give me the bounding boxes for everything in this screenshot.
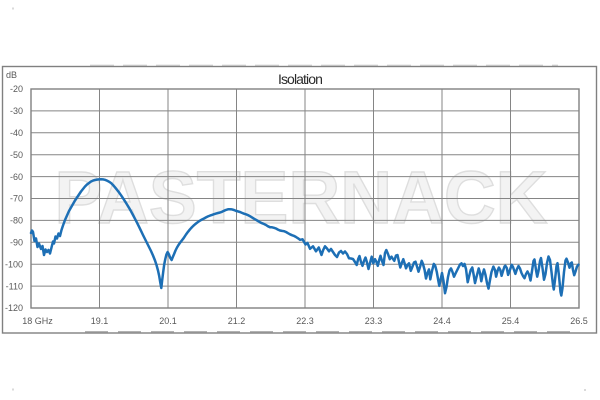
svg-text:-70: -70 xyxy=(10,194,23,204)
svg-text:-40: -40 xyxy=(10,128,23,138)
svg-text:-90: -90 xyxy=(10,238,23,248)
svg-text:Isolation: Isolation xyxy=(278,71,322,87)
svg-text:-120: -120 xyxy=(5,303,23,313)
svg-text:-20: -20 xyxy=(10,84,23,94)
svg-text:18 GHz: 18 GHz xyxy=(22,316,53,326)
svg-text:dB: dB xyxy=(6,70,17,80)
svg-text:19.1: 19.1 xyxy=(91,316,109,326)
svg-text:-110: -110 xyxy=(6,281,23,291)
svg-text:25.4: 25.4 xyxy=(502,316,520,326)
svg-text:-30: -30 xyxy=(10,106,23,116)
svg-text:26.5: 26.5 xyxy=(570,316,588,326)
svg-text:21.2: 21.2 xyxy=(228,316,246,326)
svg-text:-60: -60 xyxy=(10,172,23,182)
svg-text:20.1: 20.1 xyxy=(159,316,177,326)
svg-text:PASTERNACK: PASTERNACK xyxy=(55,156,548,239)
svg-text:-100: -100 xyxy=(5,259,23,269)
svg-text:24.4: 24.4 xyxy=(433,316,451,326)
svg-text:23.3: 23.3 xyxy=(365,316,383,326)
svg-text:-80: -80 xyxy=(10,216,23,226)
svg-text:22.3: 22.3 xyxy=(296,316,314,326)
svg-text:-50: -50 xyxy=(10,150,23,160)
